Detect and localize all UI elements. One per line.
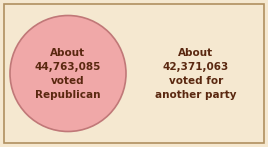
Circle shape [10, 15, 126, 132]
Text: About
44,763,085
voted
Republican: About 44,763,085 voted Republican [35, 47, 101, 100]
Text: About
42,371,063
voted for
another party: About 42,371,063 voted for another party [155, 47, 236, 100]
